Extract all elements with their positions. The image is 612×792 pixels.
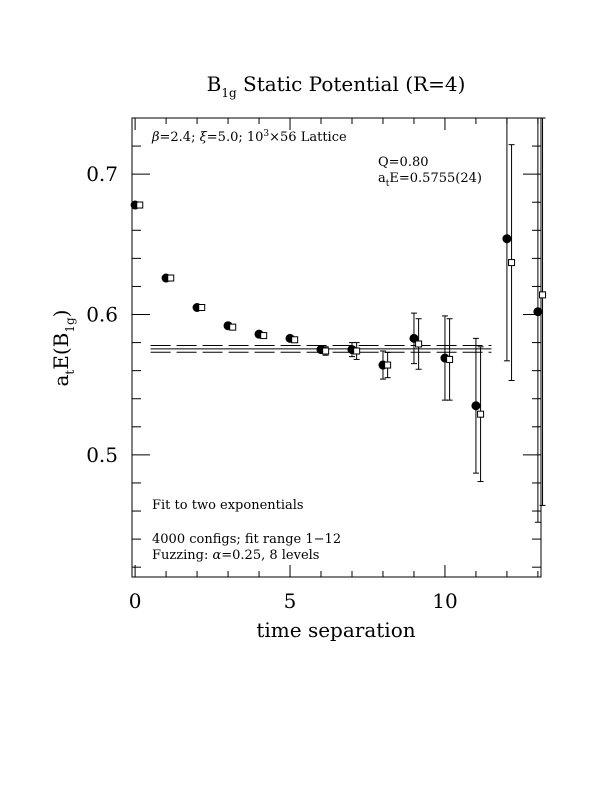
x-tick-label: 0 xyxy=(129,589,142,613)
x-axis-label: time separation xyxy=(256,618,415,642)
data-point-square xyxy=(167,274,175,282)
lattice-annotation: β=2.4; ξ=5.0; 103×56 Lattice xyxy=(151,129,347,145)
fit-energy-annotation: atE=0.5755(24) xyxy=(378,171,482,189)
axis-ticks xyxy=(132,118,541,577)
data-point-circle xyxy=(502,234,512,244)
data-point-square xyxy=(508,259,516,267)
chart-title-rest: Static Potential (R=4) xyxy=(237,72,466,96)
xi-symbol: ξ xyxy=(200,130,208,145)
beta-symbol: β xyxy=(151,130,160,145)
data-point-square xyxy=(291,336,299,344)
y-axis-label-sub2: 1g xyxy=(63,317,77,333)
chart-title-subscript: 1g xyxy=(221,86,237,100)
data-point-square xyxy=(198,303,206,311)
fuzzing-annotation: Fuzzing: α=0.25, 8 levels xyxy=(152,548,319,563)
alpha-symbol: α xyxy=(212,548,221,563)
fit-description: Fit to two exponentials xyxy=(152,498,304,513)
data-point-square xyxy=(477,410,485,418)
data-point-square xyxy=(353,347,361,355)
y-tick-label: 0.6 xyxy=(86,303,118,327)
fit-energy-sub: t xyxy=(386,179,390,189)
y-tick-label: 0.7 xyxy=(86,162,118,186)
chart-title-main: B xyxy=(207,72,222,96)
x-tick-label: 5 xyxy=(284,589,297,613)
data-point-square xyxy=(446,355,454,363)
chart-title: B1g Static Potential (R=4) xyxy=(207,72,466,100)
configs-annotation: 4000 configs; fit range 1−12 xyxy=(152,532,341,547)
data-point-square xyxy=(229,323,237,331)
y-tick-label: 0.5 xyxy=(86,443,118,467)
fuzzing-text-a: Fuzzing: xyxy=(152,548,212,563)
y-axis-label: atE(B1g) xyxy=(49,309,77,386)
q-annotation: Q=0.80 xyxy=(378,155,429,170)
data-point-square xyxy=(136,201,144,209)
x-tick-label: 10 xyxy=(432,589,457,613)
data-point-square xyxy=(539,291,547,299)
fit-energy-post: E=0.5755(24) xyxy=(389,171,482,186)
lattice-text-b: =5.0; 10 xyxy=(207,130,264,145)
y-axis-label-sub1: t xyxy=(63,370,77,375)
data-point-square xyxy=(322,347,330,355)
fit-energy-pre: a xyxy=(378,171,386,186)
data-point-square xyxy=(260,332,268,340)
data-point-square xyxy=(384,361,392,369)
fuzzing-text-b: =0.25, 8 levels xyxy=(221,548,319,563)
lattice-text-a: =2.4; xyxy=(160,130,200,145)
data-points xyxy=(130,117,547,523)
lattice-text-c: ×56 Lattice xyxy=(269,130,347,145)
y-axis-label-pre: a xyxy=(49,375,73,387)
tick-labels: 0 5 10 0.5 0.6 0.7 xyxy=(86,162,457,613)
data-point-circle xyxy=(533,307,543,317)
data-point-square xyxy=(415,340,423,348)
y-axis-label-mid: E(B xyxy=(49,333,73,370)
lattice-superscript: 3 xyxy=(263,129,269,139)
y-axis-label-post: ) xyxy=(49,309,73,317)
plot-frame xyxy=(131,117,542,578)
data-point-circle xyxy=(471,401,481,411)
